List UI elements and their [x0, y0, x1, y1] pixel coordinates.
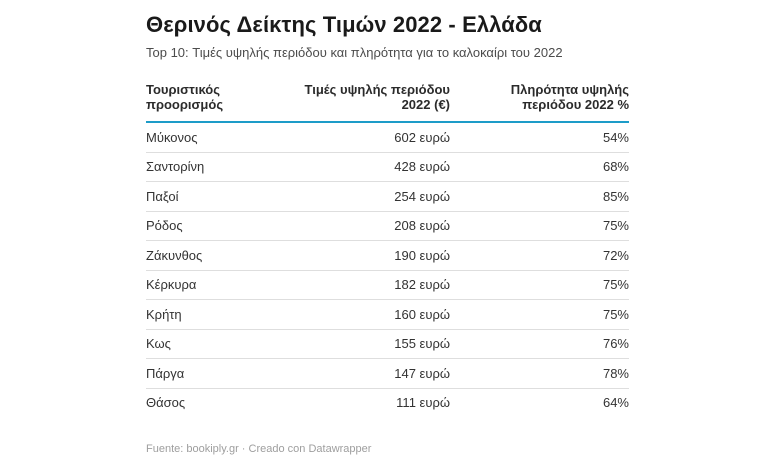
cell-destination: Κως: [146, 336, 171, 352]
column-header-price: Τιμές υψηλής περιόδου 2022 (€): [286, 82, 450, 112]
cell-occupancy: 64%: [602, 395, 629, 411]
cell-occupancy: 75%: [602, 277, 629, 293]
source-label: Fuente:: [146, 443, 187, 456]
cell-destination: Σαντορίνη: [146, 159, 205, 175]
cell-occupancy: 85%: [602, 188, 629, 204]
cell-destination: Ζάκυνθος: [146, 247, 203, 263]
cell-occupancy: 75%: [602, 218, 629, 234]
column-header-line: προορισμός: [146, 97, 224, 113]
cell-price: 602 ευρώ: [394, 129, 450, 145]
table-row: Πάργα 147 ευρώ 78%: [146, 359, 629, 389]
table-row: Ζάκυνθος 190 ευρώ 72%: [146, 241, 629, 271]
cell-occupancy: 76%: [602, 336, 629, 352]
cell-occupancy: 75%: [602, 306, 629, 322]
table-row: Μύκονος 602 ευρώ 54%: [146, 123, 629, 153]
cell-destination: Παξοί: [146, 188, 179, 204]
column-header-line: 2022 (€): [401, 97, 450, 113]
chart-subtitle: Top 10: Τιμές υψηλής περιόδου και πληρότ…: [146, 45, 563, 61]
cell-price: 182 ευρώ: [394, 277, 450, 293]
table-row: Ρόδος 208 ευρώ 75%: [146, 212, 629, 242]
table-row: Κέρκυρα 182 ευρώ 75%: [146, 271, 629, 301]
table-row: Κρήτη 160 ευρώ 75%: [146, 300, 629, 330]
chart-footer: Fuente: bookiply.gr · Creado con Datawra…: [146, 444, 629, 455]
column-header-line: περιόδου 2022 %: [522, 97, 629, 113]
table-row: Παξοί 254 ευρώ 85%: [146, 182, 629, 212]
cell-occupancy: 78%: [602, 365, 629, 381]
cell-destination: Κρήτη: [146, 306, 182, 322]
source-link[interactable]: bookiply.gr: [186, 443, 239, 456]
cell-price: 111 ευρώ: [396, 395, 450, 411]
footer-separator: ·: [238, 443, 249, 456]
cell-occupancy: 72%: [602, 247, 629, 263]
cell-price: 190 ευρώ: [394, 247, 450, 263]
page-title: Θερινός Δείκτης Τιμών 2022 - Ελλάδα: [146, 12, 542, 37]
column-header-occupancy: Πληρότητα υψηλής περιόδου 2022 %: [450, 82, 629, 112]
table-row: Θάσος 111 ευρώ 64%: [146, 389, 629, 418]
column-header-destination: Τουριστικός προορισμός: [146, 82, 286, 112]
table-row: Σαντορίνη 428 ευρώ 68%: [146, 153, 629, 183]
cell-destination: Μύκονος: [146, 129, 198, 145]
cell-destination: Κέρκυρα: [146, 277, 197, 293]
cell-price: 208 ευρώ: [394, 218, 450, 234]
column-header-line: Πληρότητα υψηλής: [510, 82, 629, 98]
chart-content: Θερινός Δείκτης Τιμών 2022 - Ελλάδα Top …: [146, 0, 629, 455]
table-header-row: Τουριστικός προορισμός Τιμές υψηλής περι…: [146, 82, 629, 124]
column-header-line: Τουριστικός: [146, 82, 220, 98]
table-body: Μύκονος 602 ευρώ 54% Σαντορίνη 428 ευρώ …: [146, 123, 629, 417]
column-header-line: Τιμές υψηλής περιόδου: [304, 82, 450, 98]
cell-destination: Θάσος: [146, 395, 186, 411]
table-row: Κως 155 ευρώ 76%: [146, 330, 629, 360]
datawrapper-credit-link[interactable]: Datawrapper: [308, 443, 372, 456]
cell-price: 160 ευρώ: [394, 306, 450, 322]
cell-occupancy: 54%: [602, 129, 629, 145]
cell-price: 155 ευρώ: [394, 336, 450, 352]
credit-label: Creado con: [248, 443, 309, 456]
cell-price: 147 ευρώ: [394, 365, 450, 381]
cell-occupancy: 68%: [602, 159, 629, 175]
cell-destination: Πάργα: [146, 365, 185, 381]
cell-price: 254 ευρώ: [394, 188, 450, 204]
cell-destination: Ρόδος: [146, 218, 183, 234]
cell-price: 428 ευρώ: [394, 159, 450, 175]
